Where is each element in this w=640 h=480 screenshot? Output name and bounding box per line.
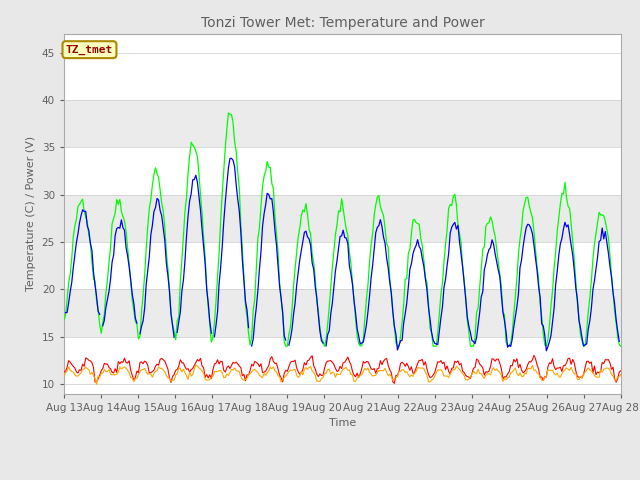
Text: TZ_tmet: TZ_tmet: [66, 45, 113, 55]
Bar: [64, 100, 621, 147]
Bar: [64, 195, 621, 242]
Title: Tonzi Tower Met: Temperature and Power: Tonzi Tower Met: Temperature and Power: [200, 16, 484, 30]
Bar: [64, 289, 621, 337]
Y-axis label: Temperature (C) / Power (V): Temperature (C) / Power (V): [26, 136, 36, 291]
Bar: [64, 147, 621, 195]
Bar: [64, 337, 621, 384]
Legend: Panel T, Battery V, Air T, Solar V: Panel T, Battery V, Air T, Solar V: [166, 477, 519, 480]
Bar: [64, 52, 621, 100]
Bar: [64, 242, 621, 289]
X-axis label: Time: Time: [329, 418, 356, 428]
